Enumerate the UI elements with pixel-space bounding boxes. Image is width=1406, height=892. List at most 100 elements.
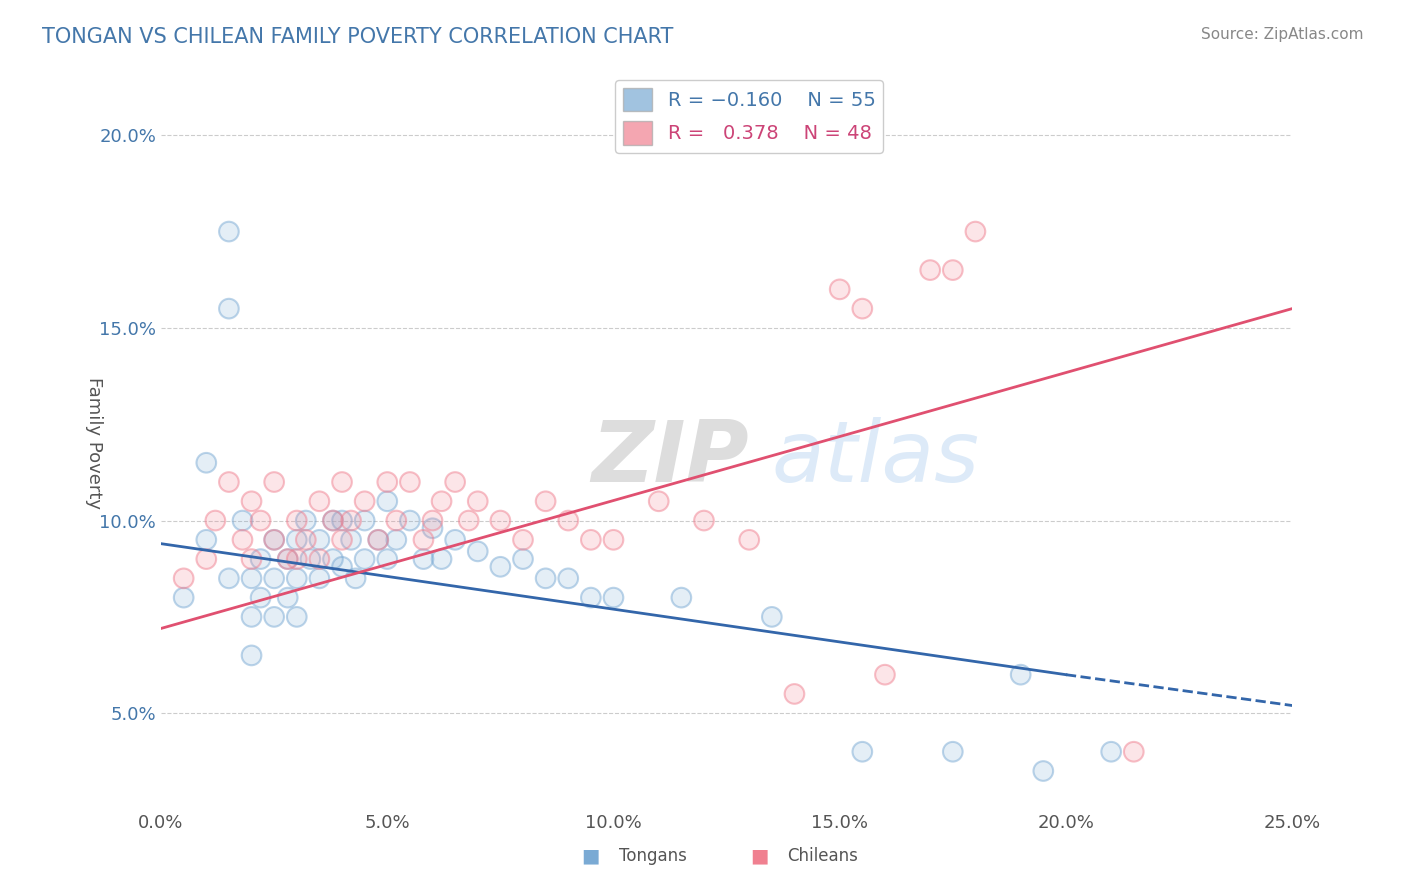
- Point: [783, 687, 806, 701]
- Point: [263, 610, 285, 624]
- Point: [195, 456, 218, 470]
- Point: [412, 552, 434, 566]
- Point: [534, 571, 557, 585]
- Point: [340, 533, 363, 547]
- Point: [340, 514, 363, 528]
- Point: [399, 514, 422, 528]
- Point: [385, 533, 408, 547]
- Point: [240, 552, 263, 566]
- Point: [385, 533, 408, 547]
- Point: [330, 514, 353, 528]
- Point: [851, 745, 873, 759]
- Point: [579, 591, 602, 605]
- Point: [240, 648, 263, 663]
- Point: [249, 514, 271, 528]
- Point: [1010, 667, 1032, 681]
- Point: [249, 591, 271, 605]
- Point: [385, 514, 408, 528]
- Point: [942, 263, 965, 277]
- Text: ■: ■: [581, 847, 600, 865]
- Point: [828, 282, 851, 296]
- Point: [579, 533, 602, 547]
- Point: [340, 514, 363, 528]
- Point: [512, 533, 534, 547]
- Point: [204, 514, 226, 528]
- Point: [873, 667, 896, 681]
- Point: [218, 571, 240, 585]
- Point: [344, 571, 367, 585]
- Point: [557, 571, 579, 585]
- Point: [1032, 764, 1054, 778]
- Point: [512, 552, 534, 566]
- Point: [534, 494, 557, 508]
- Point: [173, 591, 195, 605]
- Point: [285, 552, 308, 566]
- Point: [218, 301, 240, 316]
- Point: [367, 533, 389, 547]
- Point: [422, 514, 444, 528]
- Point: [308, 494, 330, 508]
- Point: [295, 533, 318, 547]
- Point: [353, 494, 375, 508]
- Point: [873, 667, 896, 681]
- Point: [263, 533, 285, 547]
- Point: [412, 552, 434, 566]
- Point: [218, 225, 240, 239]
- Point: [367, 533, 389, 547]
- Point: [412, 533, 434, 547]
- Point: [218, 475, 240, 489]
- Point: [240, 648, 263, 663]
- Point: [263, 571, 285, 585]
- Point: [367, 533, 389, 547]
- Point: [512, 552, 534, 566]
- Point: [308, 571, 330, 585]
- Point: [240, 571, 263, 585]
- Y-axis label: Family Poverty: Family Poverty: [86, 377, 103, 509]
- Point: [218, 301, 240, 316]
- Point: [942, 745, 965, 759]
- Point: [512, 533, 534, 547]
- Point: [299, 552, 322, 566]
- Point: [920, 263, 942, 277]
- Point: [430, 552, 453, 566]
- Point: [231, 533, 253, 547]
- Point: [375, 552, 398, 566]
- Point: [240, 494, 263, 508]
- Point: [322, 514, 344, 528]
- Point: [693, 514, 716, 528]
- Point: [263, 533, 285, 547]
- Point: [330, 514, 353, 528]
- Point: [308, 552, 330, 566]
- Point: [249, 514, 271, 528]
- Text: Tongans: Tongans: [619, 847, 686, 865]
- Point: [240, 610, 263, 624]
- Point: [783, 687, 806, 701]
- Point: [218, 225, 240, 239]
- Point: [579, 591, 602, 605]
- Point: [761, 610, 783, 624]
- Point: [240, 571, 263, 585]
- Point: [467, 494, 489, 508]
- Point: [295, 514, 318, 528]
- Point: [942, 745, 965, 759]
- Point: [430, 494, 453, 508]
- Point: [602, 591, 624, 605]
- Point: [430, 552, 453, 566]
- Point: [263, 475, 285, 489]
- Point: [285, 533, 308, 547]
- Point: [308, 571, 330, 585]
- Point: [285, 552, 308, 566]
- Point: [308, 494, 330, 508]
- Point: [444, 475, 467, 489]
- Point: [422, 521, 444, 535]
- Point: [218, 571, 240, 585]
- Point: [1122, 745, 1144, 759]
- Text: ■: ■: [749, 847, 769, 865]
- Point: [828, 282, 851, 296]
- Point: [277, 552, 299, 566]
- Point: [693, 514, 716, 528]
- Point: [489, 514, 512, 528]
- Point: [330, 533, 353, 547]
- Point: [231, 514, 253, 528]
- Point: [249, 552, 271, 566]
